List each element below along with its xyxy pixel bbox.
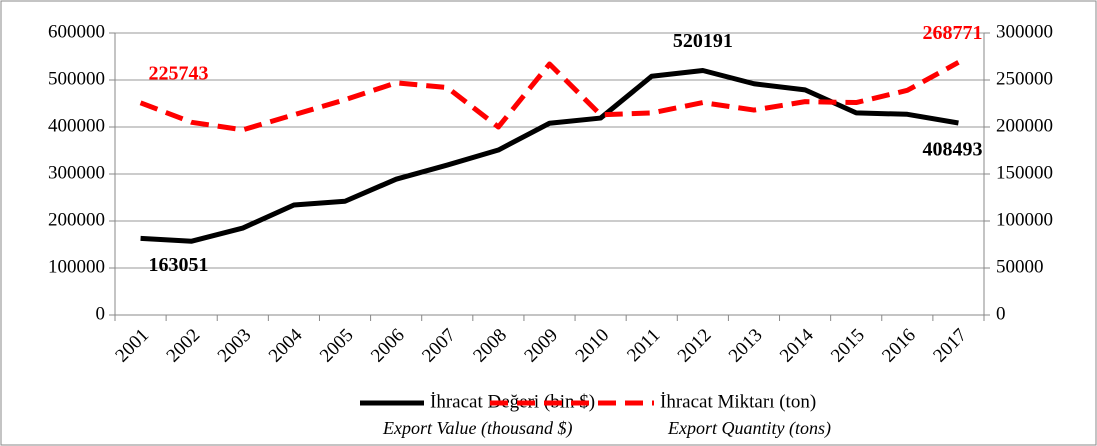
data-label: 520191 [673,30,733,52]
legend-label: İhracat Miktarı (ton) [660,391,816,412]
y2-tick-label: 200000 [996,115,1053,136]
data-label: 163051 [149,254,209,276]
y-tick-label: 600000 [48,21,105,42]
y2-tick-label: 150000 [996,162,1053,183]
y-tick-label: 200000 [48,209,105,230]
y-tick-label: 500000 [48,68,105,89]
y-tick-label: 100000 [48,256,105,277]
series-line [140,68,959,244]
data-label: 408493 [922,139,982,161]
y2-tick-label: 100000 [996,209,1053,230]
y-tick-label: 400000 [48,115,105,136]
y-tick-label: 300000 [48,162,105,183]
legend-label: İhracat Değeri (bin $) [430,391,595,412]
legend-label-en: Export Value (thousand $) [382,418,572,439]
series-line [139,60,960,133]
y2-tick-label: 250000 [996,68,1053,89]
legend-label-en: Export Quantity (tons) [667,418,831,439]
y2-tick-label: 50000 [996,256,1044,277]
y2-tick-label: 0 [996,303,1006,324]
data-label: 225743 [149,62,209,84]
data-label: 268771 [922,22,982,44]
y-tick-label: 0 [96,303,106,324]
y2-tick-label: 300000 [996,21,1053,42]
